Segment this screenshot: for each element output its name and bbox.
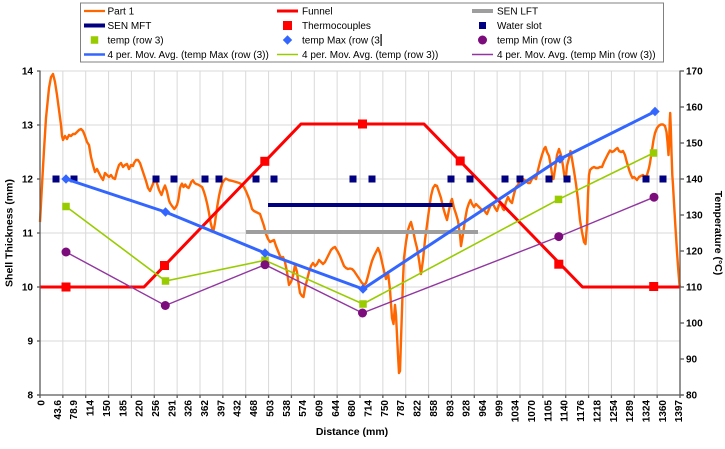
- svg-text:1105: 1105: [543, 400, 554, 422]
- svg-text:291: 291: [167, 400, 178, 417]
- svg-text:Part 1: Part 1: [108, 7, 135, 18]
- svg-text:1324: 1324: [641, 400, 652, 423]
- svg-text:120: 120: [686, 247, 703, 258]
- svg-text:1176: 1176: [576, 400, 587, 422]
- svg-text:Water slot: Water slot: [497, 21, 542, 32]
- svg-text:13: 13: [22, 121, 34, 132]
- svg-text:9: 9: [27, 337, 33, 348]
- svg-text:SEN MFT: SEN MFT: [108, 21, 152, 32]
- svg-text:Temperature (°C): Temperature (°C): [712, 191, 724, 276]
- svg-text:110: 110: [686, 283, 703, 294]
- svg-text:750: 750: [380, 400, 391, 417]
- svg-text:1218: 1218: [592, 400, 603, 423]
- svg-text:397: 397: [216, 400, 227, 417]
- svg-text:1140: 1140: [560, 400, 571, 422]
- svg-text:8: 8: [27, 391, 33, 402]
- svg-text:12: 12: [22, 175, 34, 186]
- svg-text:220: 220: [135, 400, 146, 417]
- svg-text:170: 170: [686, 67, 703, 78]
- svg-text:14: 14: [22, 67, 34, 78]
- svg-text:326: 326: [184, 400, 195, 417]
- svg-text:150: 150: [102, 400, 113, 417]
- svg-text:Funnel: Funnel: [302, 7, 333, 18]
- svg-text:964: 964: [478, 400, 489, 417]
- svg-text:10: 10: [22, 283, 34, 294]
- svg-text:1254: 1254: [609, 400, 620, 423]
- svg-text:100: 100: [686, 319, 703, 330]
- svg-text:11: 11: [22, 229, 33, 240]
- svg-text:43.6: 43.6: [53, 400, 64, 420]
- svg-text:1397: 1397: [674, 400, 685, 423]
- svg-text:574: 574: [298, 400, 309, 417]
- svg-text:140: 140: [686, 175, 703, 186]
- svg-text:538: 538: [282, 400, 293, 417]
- svg-text:1289: 1289: [625, 400, 636, 423]
- svg-text:Distance (mm): Distance (mm): [316, 426, 388, 438]
- svg-text:Thermocouples: Thermocouples: [302, 21, 371, 32]
- svg-text:432: 432: [233, 400, 244, 417]
- svg-text:893: 893: [445, 400, 456, 417]
- svg-text:150: 150: [686, 139, 703, 150]
- svg-text:4 per. Mov. Avg. (temp (row 3): 4 per. Mov. Avg. (temp (row 3)): [302, 50, 438, 61]
- svg-text:temp Max (row (3: temp Max (row (3: [302, 36, 380, 47]
- svg-text:4 per. Mov. Avg. (temp Min (ro: 4 per. Mov. Avg. (temp Min (row (3)): [497, 50, 656, 61]
- svg-text:714: 714: [364, 400, 375, 417]
- svg-text:78.9: 78.9: [69, 400, 80, 420]
- svg-text:SEN LFT: SEN LFT: [497, 7, 538, 18]
- svg-text:temp (row 3): temp (row 3): [108, 36, 164, 47]
- svg-text:4 per. Mov. Avg. (temp Max (ro: 4 per. Mov. Avg. (temp Max (row (3)): [108, 50, 269, 61]
- svg-text:680: 680: [347, 400, 358, 417]
- svg-text:503: 503: [265, 400, 276, 417]
- svg-text:256: 256: [151, 400, 162, 417]
- svg-text:362: 362: [200, 400, 211, 417]
- svg-text:temp Min (row (3: temp Min (row (3: [497, 36, 572, 47]
- svg-text:468: 468: [249, 400, 260, 417]
- svg-text:80: 80: [686, 391, 698, 402]
- svg-text:822: 822: [413, 400, 424, 417]
- svg-text:999: 999: [494, 400, 505, 417]
- svg-text:928: 928: [462, 400, 473, 417]
- svg-text:609: 609: [314, 400, 325, 417]
- svg-text:1360: 1360: [658, 400, 669, 423]
- svg-text:1070: 1070: [527, 400, 538, 423]
- svg-text:644: 644: [331, 400, 342, 417]
- svg-text:858: 858: [429, 400, 440, 417]
- svg-text:185: 185: [118, 400, 129, 417]
- svg-text:160: 160: [686, 103, 703, 114]
- svg-text:114: 114: [86, 400, 97, 417]
- svg-text:90: 90: [686, 355, 698, 366]
- svg-text:Shell Thickness (mm): Shell Thickness (mm): [4, 179, 16, 287]
- svg-text:787: 787: [396, 400, 407, 417]
- svg-text:130: 130: [686, 211, 703, 222]
- svg-text:1034: 1034: [511, 400, 522, 423]
- svg-text:0: 0: [37, 400, 48, 406]
